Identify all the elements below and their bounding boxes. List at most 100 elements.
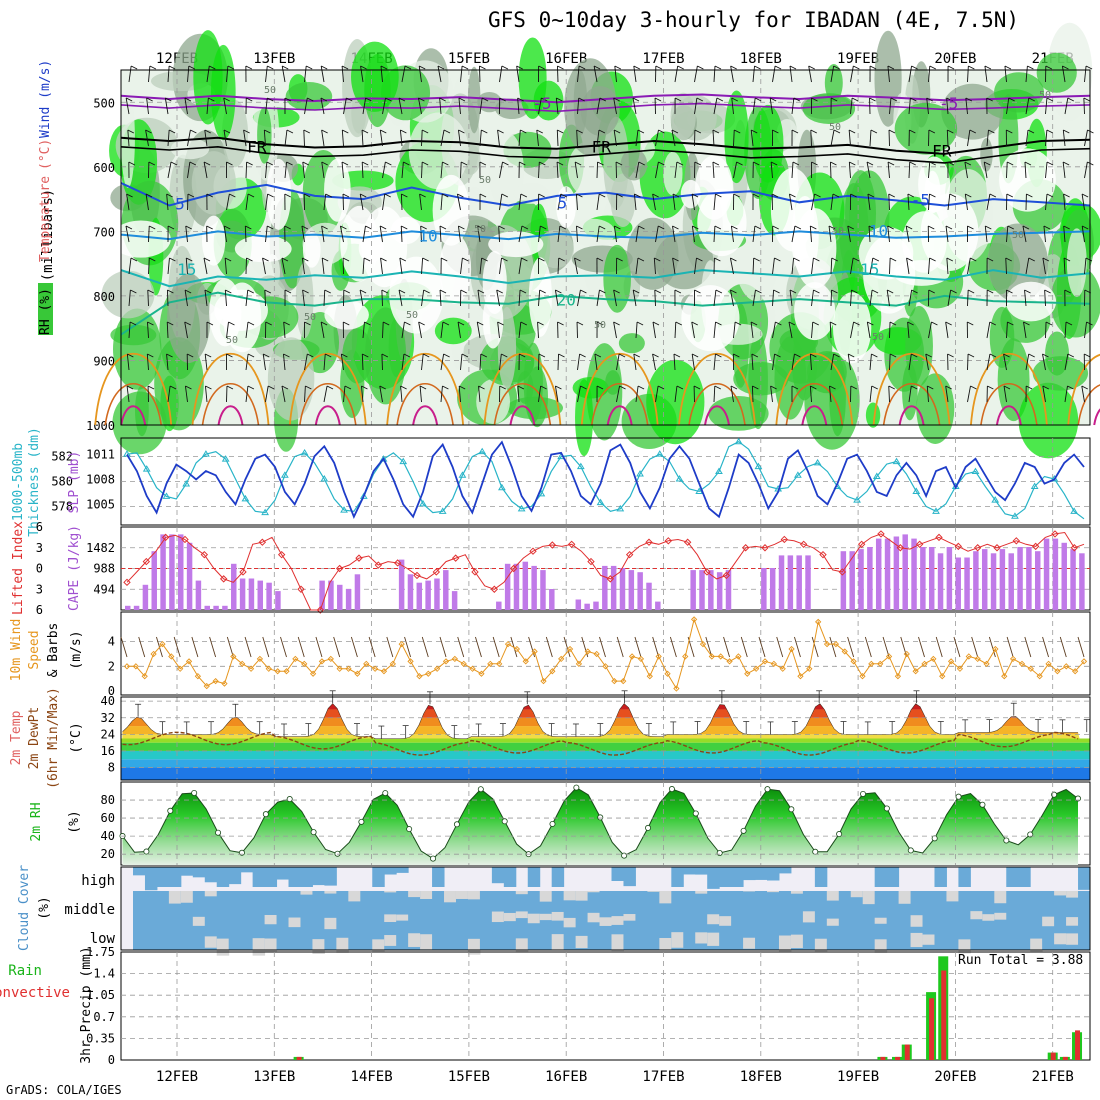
rh-marker [668,786,675,793]
cloud-low-label: low [90,931,116,947]
wind-barb [398,97,403,115]
wind10m-marker [247,665,255,672]
thickness-marker [695,487,704,494]
wind-barb-flag [850,193,857,198]
wind-barb-flag [541,97,548,102]
wind-barb [908,65,912,83]
wind10m-marker [150,650,157,658]
wind-barb-flag [341,353,348,358]
cloud-mid-gap [826,891,840,901]
wind-barb-flag [810,225,817,230]
rh-dry-cell [201,215,226,266]
cloud-high-bar [1078,867,1091,890]
cloud-mid-gap [444,891,457,903]
wind-barb-flag [752,193,760,198]
wind-barb-flag [307,353,314,358]
wind-barb [185,257,188,275]
wind-barb-flag [267,193,274,198]
rh-tick-label: 60 [101,811,115,825]
wind-barb-flag [1085,65,1093,70]
wind10m-marker [761,658,769,665]
wind-barb [361,129,364,147]
cloud-unit-label: (%) [37,896,52,919]
wind10m-marker [939,673,946,680]
wind-barb-flag [1024,289,1031,294]
thickness-marker [872,472,881,480]
cloud-low-gap [790,934,804,949]
wind-barb-flag [439,225,447,230]
wind10m-marker [797,673,804,680]
cape-bar [990,553,997,610]
cloud-midlow-bar [886,891,900,950]
wind-barb [187,129,191,147]
wind-barb-flag [929,65,936,70]
wind-barb-flag [362,353,369,358]
wind-barb-flag [929,161,936,166]
wind-barb [499,161,503,179]
wind-barb-flag [442,161,449,166]
wind-barb-flag [911,289,918,294]
wind-barb [555,97,559,115]
wind-barb [772,289,775,307]
precip-conv-bar [1050,1052,1056,1060]
temp-warm-band [121,734,1090,739]
wind10m-barb [758,636,766,658]
wind-barb [635,225,639,243]
rh-contour-label: 50 [1012,230,1024,241]
cloud-midlow-bar [778,891,792,950]
cape-bar [769,567,776,610]
wind10m-barb [581,636,589,658]
wind-barb [869,257,874,275]
rh-dry-cell [920,193,979,271]
wind-barb-flag [461,353,469,358]
wind-barb-flag [442,385,449,390]
wind-barb-flag [439,97,446,102]
wind-barb-flag [302,161,309,166]
wind10m-marker [930,655,937,663]
wind10m-barb [297,636,305,658]
cape-bar [522,561,529,610]
wind-barb [1042,353,1046,371]
boundary-layer-contour [590,383,649,426]
cape-bar [319,580,325,610]
wind-barb-flag [284,289,292,294]
wind-barb-flag [557,321,564,326]
wind-barb-flag [870,129,878,134]
isotherm-label: -5 [532,94,551,113]
wind-barb-flag [321,129,328,134]
wind-barb [866,161,871,179]
wind-barb [1003,385,1007,403]
wind-barb-flag [1028,353,1035,358]
wind-barb [518,321,522,339]
rh-marker [406,826,413,833]
rh-marker [430,855,437,862]
wind-barb [479,97,483,115]
lifted-marker [935,533,943,542]
precip-conv-bar [941,970,947,1060]
wind-barb [301,225,305,243]
cape-tick-label: 988 [93,562,115,576]
wind-barb [926,97,929,115]
wind-barb-flag [478,385,485,390]
rh-shade-cell [518,37,547,119]
wind-barb-flag [867,321,874,326]
wind-barb [967,129,971,147]
cloud-mid-gap [348,891,361,902]
wind10m-marker [425,670,432,677]
wind10m-barb [599,636,606,658]
lifted-marker [896,544,905,552]
wind-barb [1042,257,1046,275]
wind-barb [926,385,929,403]
thickness-marker [912,487,921,494]
wind-barb [633,65,637,83]
wind-barb-flag [734,129,741,134]
wind-barb-flag [596,385,604,390]
lifted-marker [606,575,615,583]
cape-bar [593,601,599,610]
rh-dry-cell [389,256,444,334]
rh-dry-cell [340,205,379,282]
wind10m-marker [283,668,290,675]
cape-bar [213,605,219,610]
lifted-marker [819,550,827,559]
rh-shade-cell [603,244,631,313]
